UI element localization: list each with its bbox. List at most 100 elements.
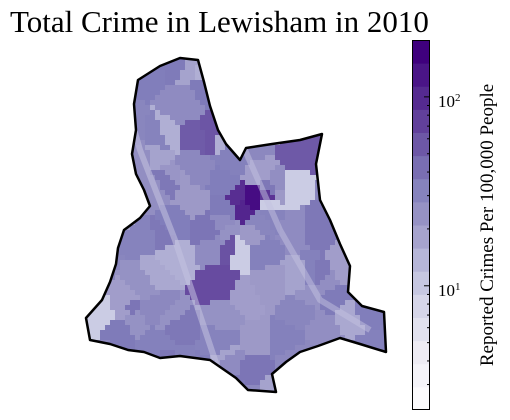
ward-cell	[150, 325, 156, 331]
ward-cell	[145, 330, 151, 336]
ward-cell	[350, 185, 356, 191]
ward-cell	[150, 110, 156, 116]
ward-cell	[145, 370, 151, 376]
ward-cell	[130, 330, 136, 336]
ward-cell	[225, 285, 231, 291]
ward-cell	[315, 310, 321, 316]
ward-cell	[315, 120, 321, 126]
ward-cell	[305, 210, 311, 216]
ward-cell	[350, 180, 356, 186]
ward-cell	[200, 250, 206, 256]
ward-cell	[310, 160, 316, 166]
ward-cell	[125, 120, 131, 126]
ward-cell	[315, 260, 321, 266]
ward-cell	[225, 300, 231, 306]
ward-cell	[110, 315, 116, 321]
ward-cell	[255, 305, 261, 311]
ward-cell	[150, 240, 156, 246]
ward-cell	[110, 250, 116, 256]
ward-cell	[80, 175, 85, 180]
ward-cell	[365, 250, 371, 256]
ward-cell	[390, 380, 395, 385]
ward-cell	[385, 315, 386, 321]
ward-cell	[235, 315, 241, 321]
ward-cell	[200, 165, 206, 171]
ward-cell	[80, 50, 85, 55]
ward-cell	[315, 115, 321, 121]
ward-cell	[375, 315, 381, 321]
ward-cell	[325, 85, 331, 91]
ward-cell	[180, 245, 186, 251]
ward-cell	[170, 320, 176, 326]
ward-cell	[160, 335, 166, 341]
ward-cell	[340, 185, 346, 191]
ward-cell	[160, 195, 166, 201]
ward-cell	[120, 370, 126, 376]
ward-cell	[195, 320, 201, 326]
ward-cell	[140, 260, 146, 266]
ward-cell	[335, 60, 341, 66]
ward-cell	[335, 50, 340, 55]
ward-cell	[250, 300, 256, 306]
ward-cell	[160, 75, 166, 81]
ward-cell	[145, 85, 151, 91]
ward-cell	[140, 50, 145, 55]
ward-cell	[160, 280, 166, 286]
ward-cell	[125, 290, 131, 296]
ward-cell	[170, 370, 176, 376]
ward-cell	[340, 355, 346, 361]
ward-cell	[340, 300, 346, 306]
ward-cell	[190, 280, 196, 286]
ward-cell	[285, 325, 291, 331]
ward-cell	[225, 315, 231, 321]
ward-cell	[360, 290, 366, 296]
ward-cell	[180, 215, 186, 221]
ward-cell	[125, 165, 131, 171]
ward-cell	[315, 100, 321, 106]
ward-cell	[285, 58, 291, 61]
ward-cell	[310, 125, 316, 131]
ward-cell	[220, 150, 226, 156]
ward-cell	[180, 285, 186, 291]
ward-cell	[185, 370, 191, 376]
ward-cell	[290, 240, 296, 246]
ward-cell	[190, 225, 196, 231]
ward-cell	[95, 275, 101, 281]
ward-cell	[86, 270, 91, 276]
ward-cell	[395, 110, 400, 115]
ward-cell	[240, 280, 246, 286]
ward-cell	[275, 210, 281, 216]
ward-cell	[200, 395, 205, 400]
ward-cell	[150, 120, 156, 126]
ward-cell	[275, 305, 281, 311]
ward-cell	[335, 260, 341, 266]
ward-cell	[380, 190, 386, 196]
ward-cell	[395, 375, 400, 380]
ward-cell	[140, 375, 146, 381]
ward-cell	[100, 145, 106, 151]
ward-cell	[90, 120, 96, 126]
ward-cell	[310, 70, 316, 76]
ward-cell	[130, 205, 136, 211]
ward-cell	[195, 225, 201, 231]
ward-cell	[320, 175, 326, 181]
ward-cell	[285, 375, 291, 381]
ward-cell	[230, 65, 236, 71]
ward-cell	[240, 200, 246, 206]
ward-cell	[200, 265, 206, 271]
ward-cell	[230, 255, 236, 261]
ward-cell	[150, 130, 156, 136]
ward-cell	[210, 245, 216, 251]
ward-cell	[325, 385, 331, 391]
ward-cell	[380, 240, 386, 246]
ward-cell	[86, 250, 91, 256]
ward-cell	[380, 135, 386, 141]
ward-cell	[175, 80, 181, 86]
ward-cell	[240, 365, 246, 371]
ward-cell	[320, 375, 326, 381]
ward-cell	[250, 110, 256, 116]
ward-cell	[240, 80, 246, 86]
ward-cell	[325, 60, 331, 66]
ward-cell	[165, 235, 171, 241]
ward-cell	[180, 85, 186, 91]
